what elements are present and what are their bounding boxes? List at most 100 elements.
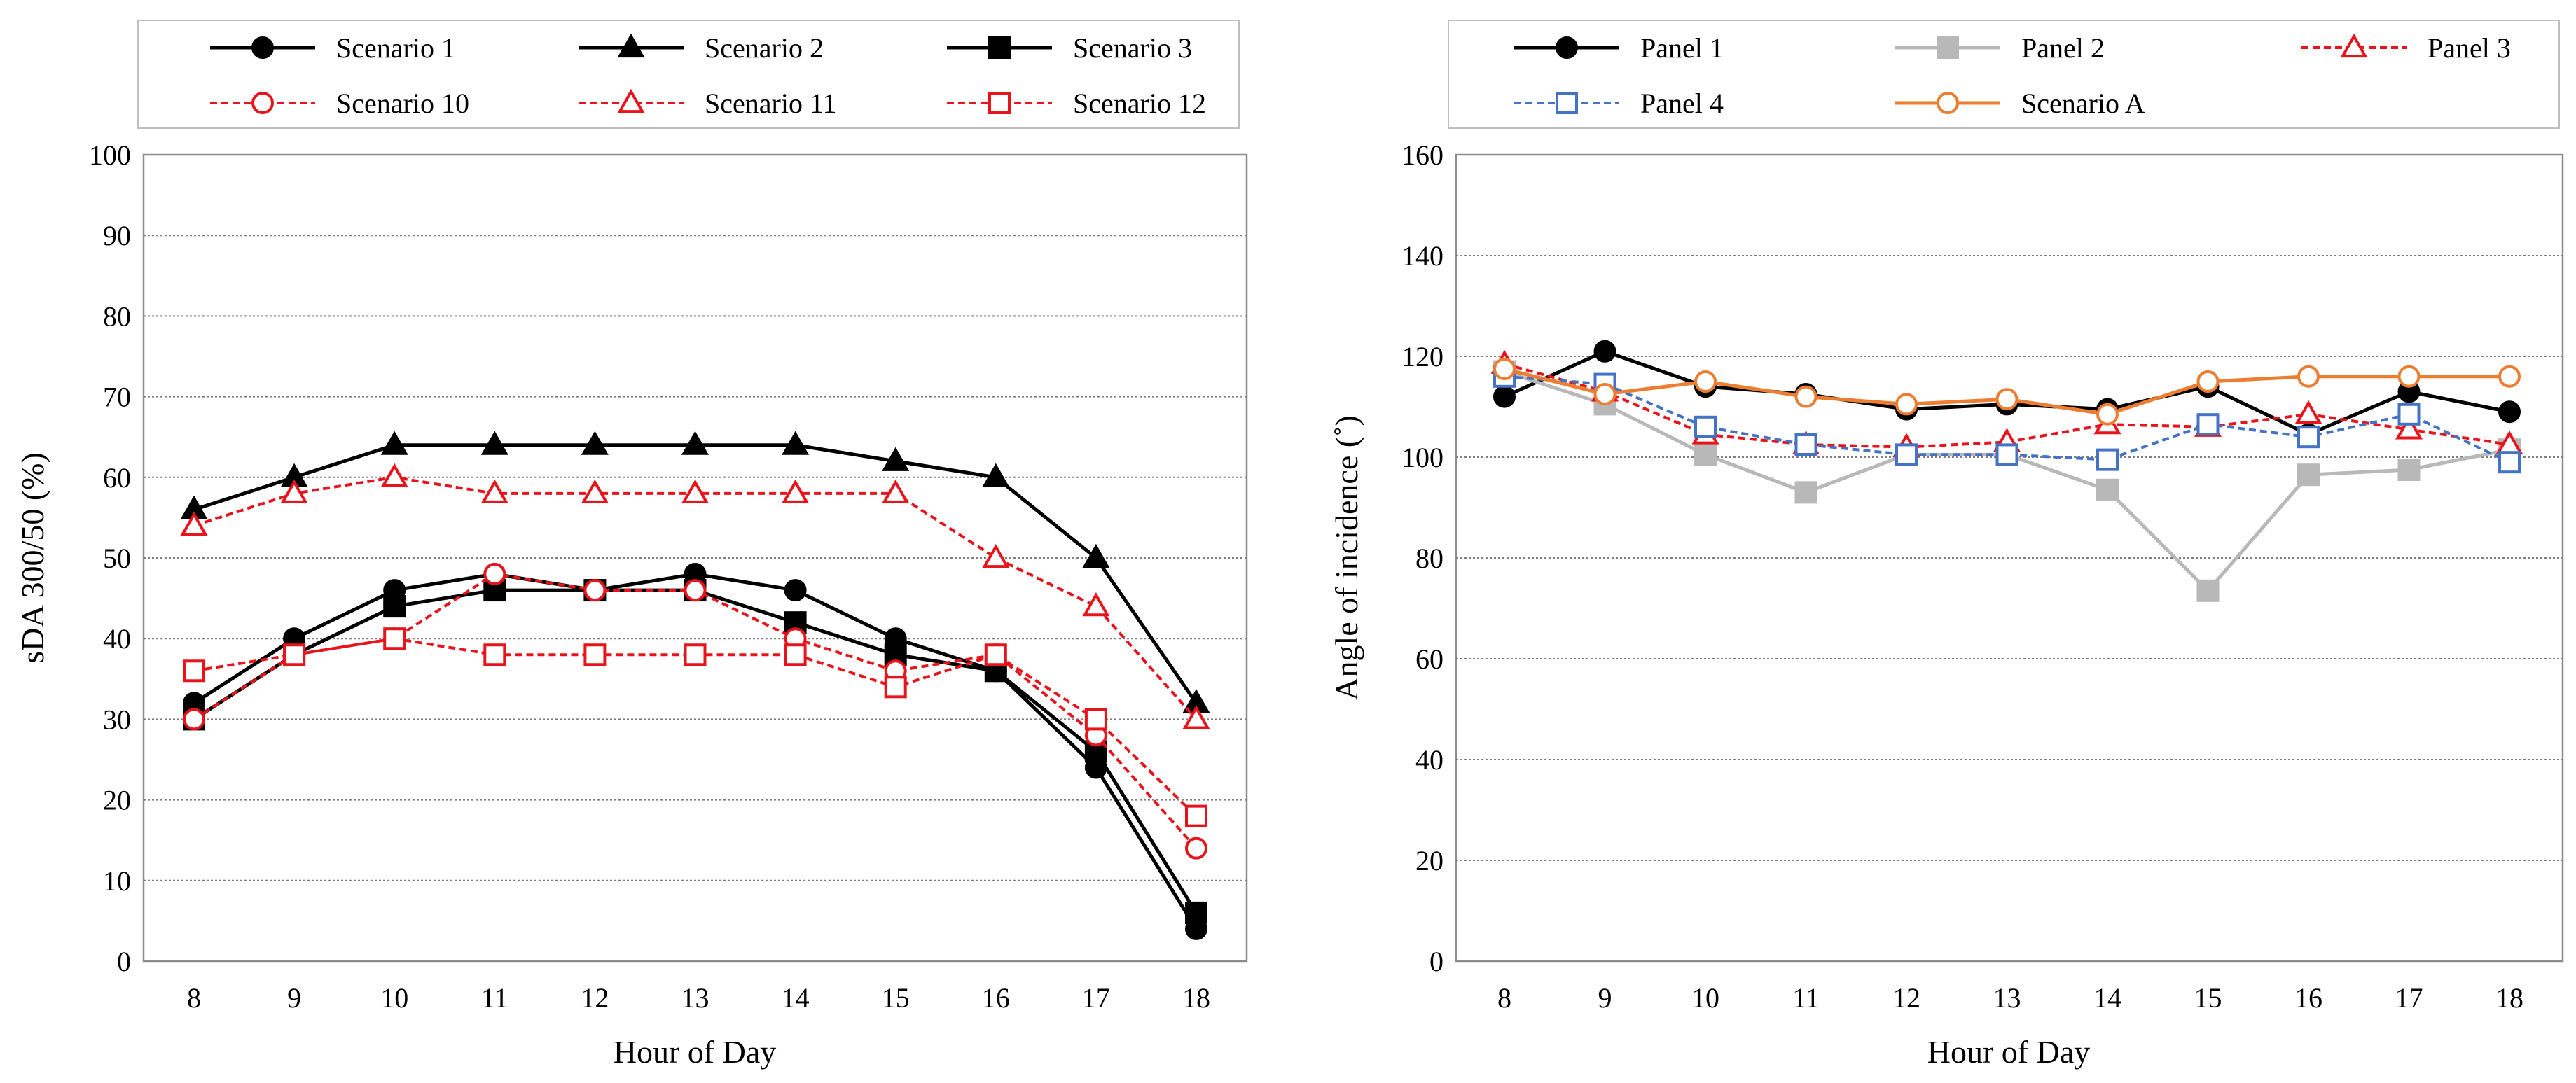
data-point: [280, 479, 308, 503]
data-point: [1593, 340, 1616, 363]
y-tick-label: 100: [89, 139, 131, 171]
data-point: [2096, 478, 2119, 501]
x-tick-label: 17: [1082, 982, 1110, 1014]
legend-marker: [1556, 36, 1578, 59]
legend-label: Scenario 2: [705, 32, 824, 64]
data-point: [784, 579, 807, 602]
data-point: [2297, 365, 2320, 388]
y-tick-label: 100: [1401, 442, 1443, 473]
x-tick-label: 8: [187, 982, 201, 1014]
gridlines: [144, 235, 1247, 881]
data-point: [383, 595, 406, 618]
legend-label: Scenario A: [2021, 88, 2145, 119]
x-tick-label: 11: [481, 982, 508, 1014]
data-point: [1895, 443, 1918, 466]
x-axis-title: Hour of Day: [614, 1034, 777, 1070]
data-point: [1794, 481, 1817, 504]
y-tick-label: 40: [103, 623, 131, 655]
data-point: [1185, 901, 1207, 924]
data-point: [380, 463, 408, 487]
y-axis-title: sDA 300/50 (%): [15, 452, 50, 664]
x-tick-label: 15: [2194, 982, 2222, 1014]
data-point: [2096, 403, 2119, 426]
x-tick-label: 18: [1182, 982, 1210, 1014]
data-point: [480, 479, 508, 503]
data-point: [283, 643, 306, 666]
legend-label: Panel 1: [1640, 32, 1724, 64]
x-tick-label: 9: [287, 982, 301, 1014]
data-point: [2196, 413, 2220, 436]
legend-label: Panel 3: [2428, 32, 2511, 64]
series-group: [180, 431, 1210, 940]
data-point: [2498, 400, 2521, 424]
x-tick-label: 11: [1792, 982, 1820, 1014]
x-tick-label: 13: [1993, 982, 2021, 1014]
x-tick-label: 8: [1497, 982, 1511, 1014]
y-tick-label: 60: [1415, 643, 1443, 675]
data-point: [581, 479, 609, 503]
y-tick-label: 20: [1415, 845, 1443, 876]
x-tick-label: 13: [681, 982, 709, 1014]
series-scenario-11: [180, 463, 1210, 729]
data-point: [882, 447, 910, 471]
legend-item-scenario-12: Scenario 12: [947, 88, 1206, 119]
data-point: [784, 643, 807, 666]
data-point: [2096, 448, 2119, 471]
legend-box: [1448, 20, 2560, 129]
x-tick-label: 16: [982, 982, 1010, 1014]
y-tick-labels: 0 10 20 30 40 50 60 70 80 90 100: [89, 139, 131, 977]
legend-marker: [988, 36, 1011, 59]
series-scenario-2: [180, 431, 1210, 713]
data-point: [684, 643, 707, 666]
y-tick-label: 0: [1429, 946, 1443, 977]
x-tick-label: 12: [581, 982, 609, 1014]
series-scenario-1: [183, 563, 1207, 940]
gridlines: [1456, 255, 2563, 861]
legend-label: Scenario 1: [336, 32, 455, 64]
data-point: [483, 579, 506, 602]
y-tick-label: 140: [1401, 240, 1443, 272]
data-point: [480, 431, 508, 455]
y-tick-label: 80: [103, 300, 131, 332]
legend-label: Scenario 11: [705, 88, 836, 119]
data-point: [1082, 592, 1110, 617]
series-scenario-3: [183, 579, 1207, 924]
legend-marker: [617, 88, 645, 113]
y-tick-label: 20: [103, 785, 131, 816]
series-scenario-12: [183, 627, 1207, 827]
data-point: [483, 643, 506, 666]
y-tick-labels: 0 20 40 60 80 100 120 140 160: [1401, 139, 1443, 977]
legend-marker: [2340, 33, 2368, 58]
data-point: [1794, 433, 1817, 456]
legend-label: Scenario 10: [336, 88, 469, 119]
x-axis-title: Hour of Day: [1927, 1034, 2091, 1070]
y-tick-label: 70: [103, 382, 131, 413]
legend-label: Panel 2: [2021, 32, 2105, 64]
x-tick-label: 10: [380, 982, 408, 1014]
legend-item-scenario-2: Scenario 2: [579, 32, 824, 64]
data-point: [1694, 370, 1717, 393]
series-group: [1490, 340, 2523, 602]
data-point: [684, 579, 707, 602]
data-point: [1895, 393, 1918, 416]
data-point: [982, 463, 1010, 487]
data-point: [982, 543, 1010, 568]
legend-item-panel-1: Panel 1: [1514, 32, 1724, 64]
data-point: [2397, 403, 2421, 426]
y-tick-label: 0: [117, 946, 131, 977]
legend-marker: [1937, 92, 1959, 114]
data-point: [380, 431, 408, 455]
y-tick-label: 120: [1401, 341, 1443, 372]
legend-item-scenario-1: Scenario 1: [210, 32, 455, 64]
legend-item-panel-3: Panel 3: [2301, 32, 2511, 64]
y-tick-label: 40: [1415, 744, 1443, 776]
y-tick-label: 80: [1415, 543, 1443, 574]
legend-item-scenario-10: Scenario 10: [210, 88, 469, 119]
data-point: [583, 643, 607, 666]
data-point: [2395, 415, 2423, 440]
data-point: [1694, 443, 1717, 466]
chart-sda: Scenario 1 Scenario 2 Scenario 3 Scenario 1…: [15, 20, 1248, 1070]
x-tick-labels: 8 9 10 11 12 13 14 15 16 17 18: [1497, 982, 2523, 1014]
x-tick-label: 14: [2093, 982, 2121, 1014]
